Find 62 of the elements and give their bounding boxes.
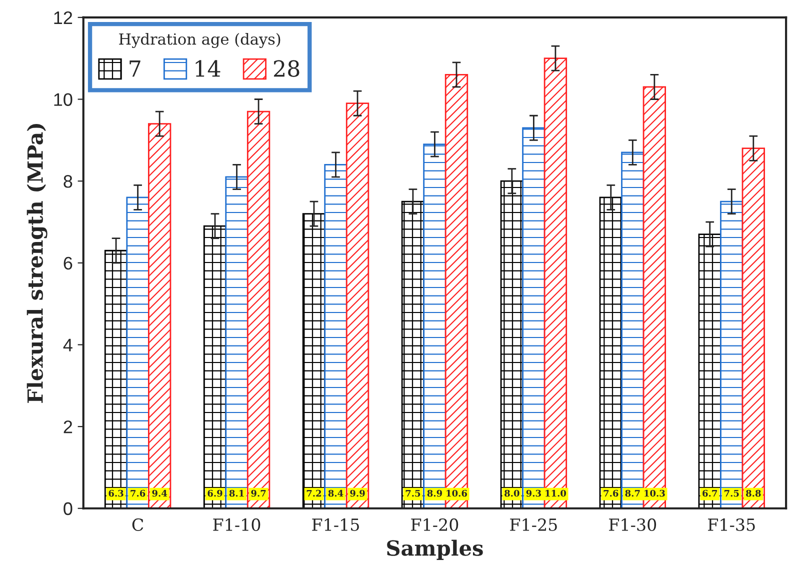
data-label: 7.6 bbox=[604, 490, 618, 497]
x-tick-label: F1-35 bbox=[708, 518, 755, 531]
data-label: 8.4 bbox=[328, 490, 344, 497]
x-tick-label: F1-25 bbox=[510, 518, 557, 531]
x-tick-label: F1-15 bbox=[312, 518, 359, 531]
bar bbox=[203, 225, 227, 508]
y-tick-label: 2 bbox=[64, 420, 72, 434]
data-label: 10.3 bbox=[644, 490, 665, 497]
bar bbox=[324, 164, 348, 508]
bar bbox=[148, 123, 172, 508]
y-tick-label: 4 bbox=[63, 338, 72, 352]
data-label: 7.6 bbox=[130, 490, 146, 497]
bar bbox=[225, 176, 248, 508]
data-label: 8.1 bbox=[229, 490, 244, 497]
bar bbox=[621, 152, 644, 508]
data-label: 9.7 bbox=[251, 490, 266, 497]
data-label: 9.3 bbox=[526, 490, 541, 497]
y-axis-title: Flexural strength (MPa) bbox=[26, 124, 48, 403]
data-label: 8.0 bbox=[504, 490, 520, 497]
bar bbox=[522, 127, 546, 508]
bar bbox=[642, 86, 666, 508]
data-label: 6.9 bbox=[208, 490, 222, 497]
bar bbox=[599, 196, 622, 508]
legend-label: 28 bbox=[274, 60, 300, 77]
bar bbox=[126, 196, 150, 508]
bar bbox=[698, 234, 722, 508]
bar bbox=[104, 250, 128, 508]
bar bbox=[346, 102, 370, 508]
y-tick-label: 12 bbox=[54, 11, 72, 24]
legend-label: 7 bbox=[130, 60, 140, 77]
data-label: 8.8 bbox=[746, 490, 761, 497]
bar bbox=[302, 213, 326, 508]
bar bbox=[401, 200, 425, 508]
data-label: 10.6 bbox=[446, 490, 467, 497]
y-tick-label: 0 bbox=[64, 502, 72, 516]
y-tick-label: 6 bbox=[64, 256, 72, 270]
bar bbox=[444, 74, 468, 508]
data-label: 9.4 bbox=[152, 490, 168, 497]
legend-title: Hydration age (days) bbox=[119, 32, 280, 48]
data-label: 8.7 bbox=[625, 490, 640, 497]
bar bbox=[423, 144, 446, 508]
data-label: 7.5 bbox=[406, 490, 420, 497]
data-label: 6.7 bbox=[702, 490, 717, 497]
data-label: 6.3 bbox=[108, 490, 124, 497]
x-tick-label: F1-30 bbox=[609, 518, 656, 531]
bar bbox=[246, 110, 270, 508]
data-label: 9.9 bbox=[350, 490, 365, 497]
bar bbox=[742, 148, 765, 508]
data-label: 8.9 bbox=[427, 490, 442, 497]
data-label: 7.5 bbox=[724, 490, 739, 497]
bar bbox=[500, 180, 524, 508]
y-tick-label: 8 bbox=[64, 175, 72, 188]
y-tick-label: 10 bbox=[54, 93, 72, 106]
bar bbox=[544, 58, 568, 508]
x-axis-title: Samples bbox=[387, 540, 483, 560]
bar bbox=[720, 200, 744, 508]
x-tick-label: F1-10 bbox=[213, 518, 260, 531]
legend-label: 14 bbox=[196, 60, 220, 77]
x-tick-label: C bbox=[132, 518, 144, 531]
data-label: 7.2 bbox=[306, 490, 322, 497]
x-tick-label: F1-20 bbox=[411, 518, 458, 531]
data-label: 11.0 bbox=[546, 490, 566, 497]
